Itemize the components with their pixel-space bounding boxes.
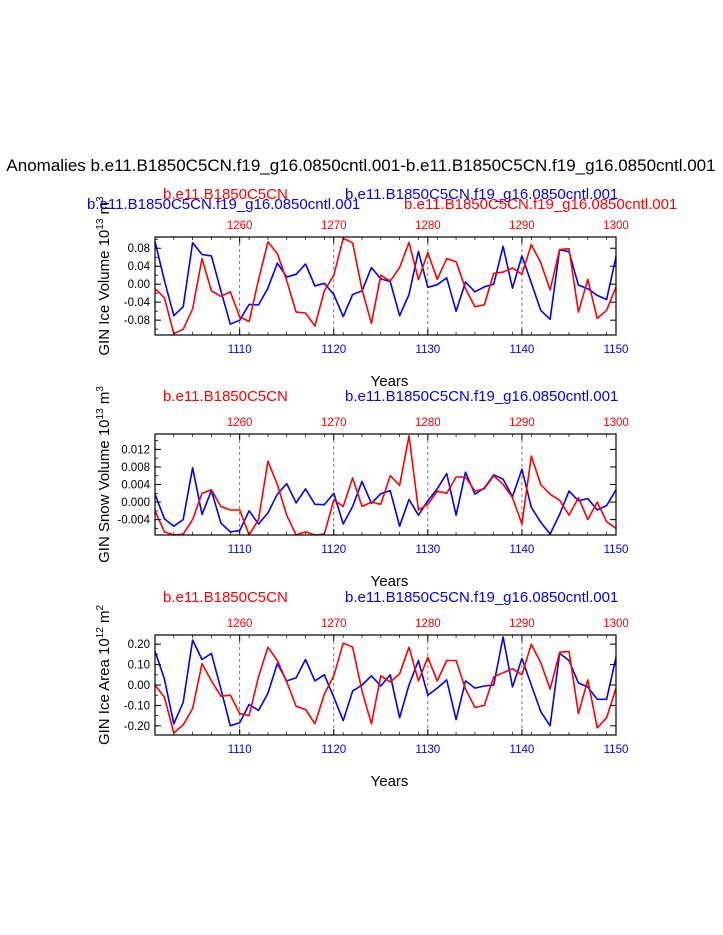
x-tick-label-bottom: 1140 bbox=[510, 344, 535, 356]
series-line-red bbox=[154, 434, 617, 536]
x-tick-label-bottom: 1140 bbox=[510, 744, 535, 756]
x-axis-title: Years bbox=[371, 573, 409, 590]
y-axis-title: GIN Ice Volume 1013 m3 bbox=[95, 196, 113, 356]
x-tick-label-top: 1290 bbox=[509, 417, 535, 429]
x-tick-label-top: 1280 bbox=[415, 220, 441, 232]
x-tick-label-top: 1260 bbox=[227, 417, 253, 429]
x-tick-label-top: 1260 bbox=[227, 220, 253, 232]
x-tick-label-bottom: 1140 bbox=[510, 544, 535, 556]
x-tick-label-top: 1300 bbox=[603, 220, 629, 232]
case-label-blue-right: b.e11.B1850C5CN.f19_g16.0850cntl.001 bbox=[345, 186, 618, 203]
x-tick-label-bottom: 1150 bbox=[604, 344, 629, 356]
x-tick-label-bottom: 1120 bbox=[321, 744, 346, 756]
series-line-blue bbox=[154, 466, 617, 535]
y-axis-title-text: GIN Ice Area 10 bbox=[96, 638, 113, 745]
y-tick-label: 0.004 bbox=[121, 480, 150, 492]
case-label-red: b.e11.B1850C5CN bbox=[163, 589, 288, 606]
y-axis-title-unit: m bbox=[96, 202, 113, 219]
x-tick-label-top: 1290 bbox=[509, 220, 535, 232]
y-tick-label: 0.008 bbox=[121, 462, 150, 474]
panel-snow-volume: 0.012 0.008 0.004 0.000 -0.004 1110 1120 1130 11… bbox=[95, 386, 629, 590]
panel-ice-volume: 0.08 0.04 0.00 -0.04 -0.08 1110 1120 1130 1140 11… bbox=[87, 186, 677, 390]
x-axis-title: Years bbox=[371, 373, 409, 390]
series-line-red bbox=[154, 642, 617, 734]
x-tick-label-bottom: 1110 bbox=[228, 344, 252, 356]
y-axis-title-exp: 13 bbox=[95, 408, 106, 420]
y-tick-label: 0.04 bbox=[128, 261, 151, 273]
x-tick-label-bottom: 1150 bbox=[604, 544, 629, 556]
y-axis-title-exp: 12 bbox=[95, 627, 106, 639]
x-tick-label-top: 1300 bbox=[603, 417, 629, 429]
y-axis-title-unit-exp: 3 bbox=[95, 386, 106, 392]
plot-frame bbox=[154, 433, 617, 536]
y-axis-title-unit: m bbox=[96, 611, 113, 628]
y-tick-label: -0.10 bbox=[124, 700, 150, 712]
panel-ice-area: 0.20 0.10 0.00 -0.10 -0.20 1110 1120 1130 1140 11… bbox=[95, 589, 629, 790]
y-tick-label: 0.00 bbox=[128, 279, 150, 291]
x-tick-label-bottom: 1110 bbox=[228, 744, 252, 756]
x-tick-label-bottom: 1120 bbox=[321, 544, 346, 556]
main-title: Anomalies b.e11.B1850C5CN.f19_g16.0850cn… bbox=[6, 156, 715, 175]
x-tick-label-top: 1270 bbox=[321, 220, 347, 232]
x-tick-label-top: 1260 bbox=[227, 618, 253, 630]
plot-frame bbox=[154, 236, 617, 336]
x-tick-label-top: 1280 bbox=[415, 417, 441, 429]
y-axis-title: GIN Snow Volume 1013 m3 bbox=[95, 386, 113, 563]
x-tick-label-top: 1300 bbox=[603, 618, 629, 630]
y-tick-label: -0.04 bbox=[124, 297, 151, 309]
x-tick-label-bottom: 1130 bbox=[415, 344, 440, 356]
y-axis-title: GIN Ice Area 1012 m2 bbox=[95, 605, 113, 746]
y-axis-title-unit: m bbox=[96, 392, 113, 409]
series-line-blue bbox=[154, 241, 617, 326]
y-tick-label: -0.08 bbox=[124, 315, 150, 327]
x-tick-label-bottom: 1150 bbox=[604, 744, 629, 756]
x-tick-label-bottom: 1120 bbox=[321, 344, 346, 356]
case-label-red-right: b.e11.B1850C5CN.f19_g16.0850cntl.001 bbox=[404, 196, 677, 213]
y-tick-label: 0.00 bbox=[128, 680, 150, 692]
case-label-blue: b.e11.B1850C5CN.f19_g16.0850cntl.001 bbox=[87, 196, 360, 213]
series-line-blue bbox=[154, 636, 617, 727]
y-tick-label: 0.10 bbox=[128, 660, 150, 672]
x-tick-label-bottom: 1110 bbox=[228, 544, 252, 556]
y-axis-title-unit-exp: 2 bbox=[95, 605, 106, 611]
y-tick-label: -0.004 bbox=[117, 515, 150, 527]
x-tick-label-top: 1280 bbox=[415, 618, 441, 630]
y-tick-label: 0.20 bbox=[128, 639, 150, 651]
series-line-red bbox=[154, 237, 617, 335]
case-label-blue-right: b.e11.B1850C5CN.f19_g16.0850cntl.001 bbox=[345, 388, 618, 405]
y-tick-label: -0.20 bbox=[124, 721, 150, 733]
x-tick-label-top: 1270 bbox=[321, 417, 347, 429]
y-axis-title-unit-exp: 3 bbox=[95, 196, 106, 202]
x-tick-label-top: 1290 bbox=[509, 618, 535, 630]
y-tick-label: 0.000 bbox=[121, 497, 150, 509]
y-axis-title-exp: 13 bbox=[95, 218, 106, 230]
case-label-red: b.e11.B1850C5CN bbox=[163, 388, 288, 405]
x-tick-label-bottom: 1130 bbox=[415, 744, 440, 756]
y-tick-label: 0.08 bbox=[128, 243, 150, 255]
x-tick-label-top: 1270 bbox=[321, 618, 347, 630]
x-tick-label-bottom: 1130 bbox=[415, 544, 440, 556]
y-axis-title-text: GIN Snow Volume 10 bbox=[96, 419, 113, 562]
x-axis-title: Years bbox=[371, 773, 409, 790]
case-label-blue-right: b.e11.B1850C5CN.f19_g16.0850cntl.001 bbox=[345, 589, 618, 606]
y-tick-label: 0.012 bbox=[121, 444, 150, 456]
y-axis-title-text: GIN Ice Volume 10 bbox=[96, 230, 113, 356]
case-label-red: b.e11.B1850C5CN bbox=[163, 186, 288, 203]
